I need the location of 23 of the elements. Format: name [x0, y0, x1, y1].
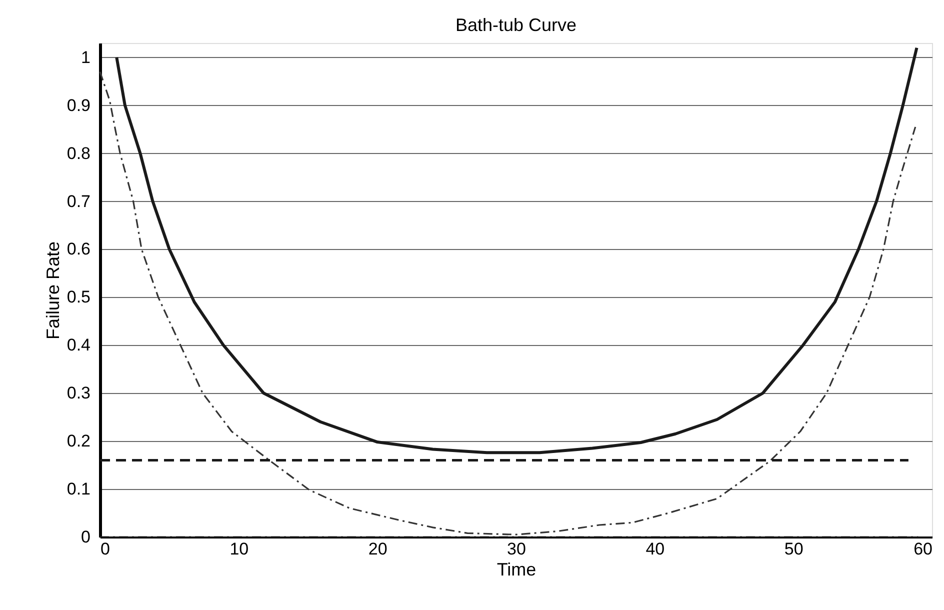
y-tick-label: 0: [81, 528, 90, 546]
y-tick-label: 0.8: [66, 144, 90, 163]
y-tick-label: 0.3: [66, 384, 90, 403]
x-tick-label: 60: [914, 540, 932, 558]
y-tick-label: 0.5: [66, 288, 90, 307]
line-series: [99, 70, 916, 536]
x-tick-label: 0: [100, 540, 110, 558]
x-tick-label: 30: [507, 540, 526, 558]
chart-title: Bath-tub Curve: [455, 15, 577, 35]
x-axis-title: Time: [496, 560, 536, 580]
y-tick-label: 0.6: [66, 240, 90, 259]
y-axis-title: Failure Rate: [42, 241, 63, 340]
x-tick-label: 40: [646, 540, 665, 558]
y-tick-label: 0.7: [66, 192, 90, 211]
y-tick-label: 0.4: [66, 336, 90, 355]
y-tick-label: 0.1: [66, 480, 90, 499]
y-tick-label: 0.2: [66, 432, 90, 451]
y-tick-label: 0.9: [66, 96, 90, 115]
x-tick-label: 50: [784, 540, 804, 558]
y-tick-label: 1: [81, 48, 90, 67]
x-tick-label: 20: [368, 540, 388, 558]
x-tick-label: 10: [230, 540, 249, 558]
line-series: [115, 46, 918, 454]
